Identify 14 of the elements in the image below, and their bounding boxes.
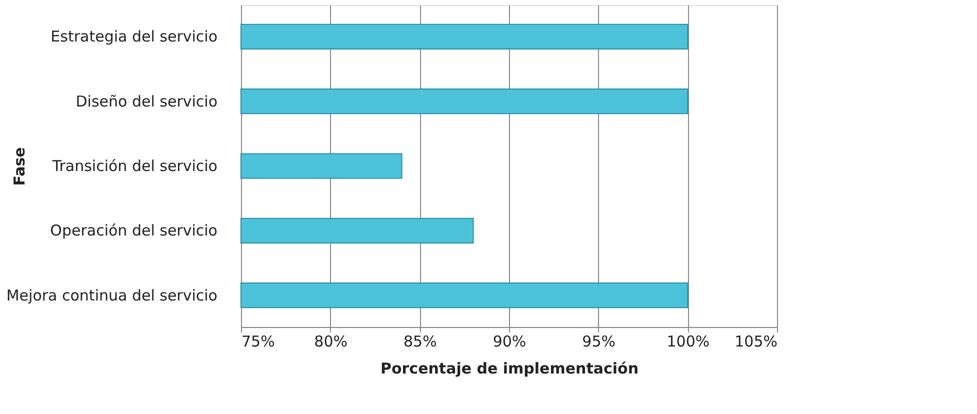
x-tick-label: 75%: [242, 332, 275, 350]
y-tick-label: Diseño del servicio: [76, 92, 218, 110]
x-tick-label: 105%: [734, 332, 778, 350]
x-tick-label: 85%: [403, 332, 437, 350]
x-tick-label: 95%: [582, 332, 616, 350]
y-axis-title: Fase: [10, 147, 28, 186]
y-tick-label: Estrategia del servicio: [50, 28, 218, 46]
x-tick-label: 90%: [492, 332, 526, 350]
y-tick-label: Mejora continua del servicio: [6, 286, 218, 304]
x-tick-label: 80%: [314, 332, 348, 350]
x-tick-label: 100%: [666, 332, 710, 350]
y-tick-label: Operación del servicio: [50, 222, 218, 240]
y-tick-label: Transición del servicio: [51, 157, 218, 175]
x-axis-title: Porcentaje de implementación: [380, 360, 639, 378]
